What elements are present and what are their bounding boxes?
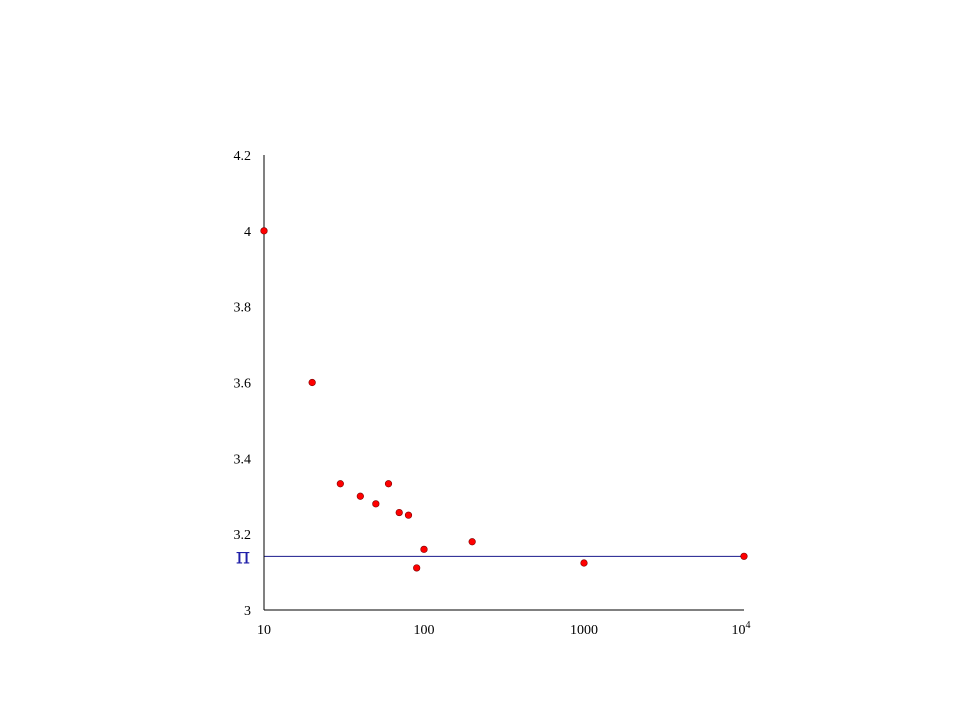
data-point [384, 480, 393, 488]
data-point [740, 552, 748, 560]
reference-layer: π [236, 544, 744, 569]
y-tick-label: 3.8 [234, 301, 252, 316]
data-point [468, 538, 476, 546]
data-point [395, 508, 403, 517]
y-tick-label: 4.2 [234, 149, 252, 164]
data-point [404, 511, 413, 519]
data-points [260, 227, 748, 572]
x-tick-label-exponent: 4 [746, 620, 751, 631]
y-tick-label: 3.2 [234, 528, 252, 543]
x-tick-label: 1000 [570, 623, 598, 638]
data-point [413, 564, 421, 572]
x-tick-label-base: 10 [732, 623, 746, 638]
x-tick-label: 104 [732, 620, 751, 638]
x-tick-labels: 10 100 1000 104 [257, 620, 751, 638]
x-tick-label: 10 [257, 623, 271, 638]
data-point [336, 480, 344, 488]
data-point [308, 378, 316, 387]
data-point [356, 492, 364, 500]
y-tick-label: 3.4 [234, 452, 252, 467]
data-point [420, 545, 428, 553]
data-point [260, 227, 268, 235]
pi-reference-label: π [236, 544, 250, 569]
x-tick-label: 100 [414, 623, 435, 638]
data-point [580, 559, 588, 567]
data-point [372, 500, 380, 508]
y-tick-label: 3 [244, 604, 251, 619]
y-tick-labels: 3 3.2 3.4 3.6 3.8 4 4.2 [234, 149, 252, 619]
y-tick-label: 3.6 [234, 377, 252, 392]
y-tick-label: 4 [244, 225, 251, 240]
